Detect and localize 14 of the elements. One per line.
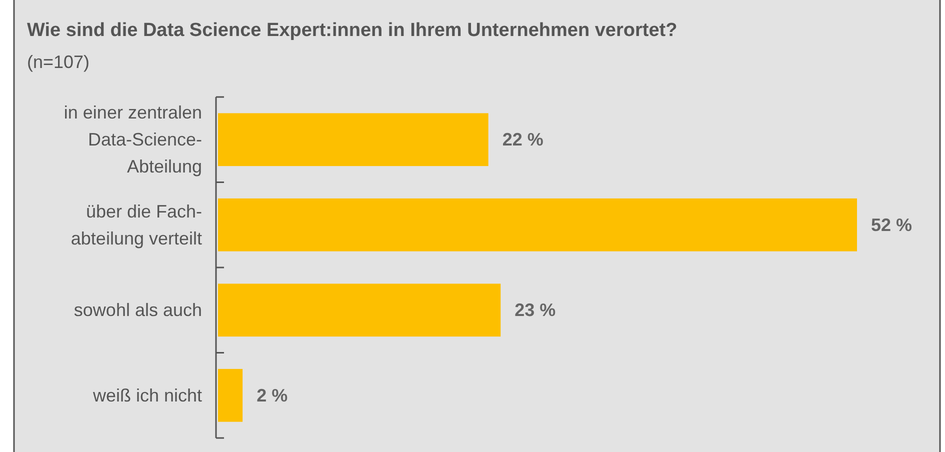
bar: [218, 284, 501, 337]
y-tick-label: in einer zentralen Data-Science- Abteilung: [64, 102, 202, 177]
text: (n=107): [27, 52, 90, 72]
y-tick-label: sowohl als auch: [74, 300, 202, 320]
bar: [218, 113, 488, 166]
bar: [218, 198, 857, 252]
data-label: 2 %: [256, 385, 288, 406]
data-label: 22 %: [502, 130, 544, 150]
data-label: 23 %: [514, 300, 556, 320]
bar: [218, 368, 243, 422]
chart-title: Wie sind die Data Science Expert:innen in Ihrem Unternehmen verortet?: [27, 20, 678, 41]
data-label: 52 %: [871, 214, 912, 235]
y-tick-label: über die Fach- abteilung verteilt: [70, 201, 202, 248]
y-tick-label: weiß ich nicht: [92, 385, 202, 406]
